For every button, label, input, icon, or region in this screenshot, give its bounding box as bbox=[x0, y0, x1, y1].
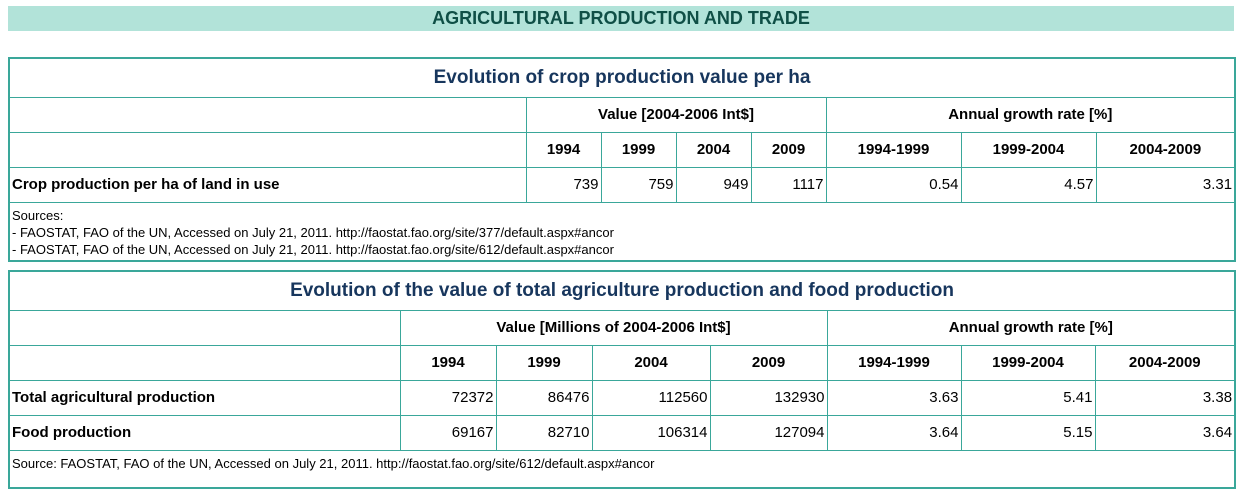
value-cell: 132930 bbox=[709, 379, 828, 416]
agri-production-panel: Evolution of the value of total agricult… bbox=[8, 270, 1236, 489]
row-label: Food production bbox=[10, 414, 401, 451]
crop-value-group-header: Value [2004-2006 Int$] bbox=[525, 96, 827, 133]
source-line: - FAOSTAT, FAO of the UN, Accessed on Ju… bbox=[12, 224, 614, 240]
value-cell: 72372 bbox=[399, 379, 497, 416]
growth-cell: 3.31 bbox=[1095, 166, 1235, 203]
crop-production-panel: Evolution of crop production value per h… bbox=[8, 57, 1236, 262]
sources-heading: Sources: bbox=[12, 207, 64, 223]
growth-cell: 5.15 bbox=[960, 414, 1096, 451]
value-cell: 69167 bbox=[399, 414, 497, 451]
crop-period-header: 1994-1999 bbox=[825, 131, 962, 168]
agri-value-group-header: Value [Millions of 2004-2006 Int$] bbox=[399, 309, 828, 346]
row-label: Total agricultural production bbox=[10, 379, 401, 416]
growth-cell: 3.64 bbox=[1094, 414, 1235, 451]
growth-cell: 3.63 bbox=[826, 379, 962, 416]
growth-cell: 5.41 bbox=[960, 379, 1096, 416]
agri-source: Source: FAOSTAT, FAO of the UN, Accessed… bbox=[10, 449, 1235, 487]
agri-subheader-blank bbox=[10, 344, 401, 381]
agri-year-header: 1994 bbox=[399, 344, 497, 381]
crop-sources: Sources: - FAOSTAT, FAO of the UN, Acces… bbox=[10, 201, 1235, 260]
agri-year-header: 2009 bbox=[709, 344, 828, 381]
crop-table-title: Evolution of crop production value per h… bbox=[10, 59, 1235, 98]
agri-period-header: 2004-2009 bbox=[1094, 344, 1235, 381]
table-row: Total agricultural production 72372 8647… bbox=[10, 379, 1235, 416]
row-label: Crop production per ha of land in use bbox=[10, 166, 527, 203]
agri-period-header: 1994-1999 bbox=[826, 344, 962, 381]
value-cell: 739 bbox=[525, 166, 602, 203]
agri-period-header: 1999-2004 bbox=[960, 344, 1096, 381]
agri-year-header: 2004 bbox=[591, 344, 711, 381]
crop-year-header: 2004 bbox=[675, 131, 752, 168]
agri-table-title: Evolution of the value of total agricult… bbox=[10, 272, 1235, 311]
growth-cell: 3.38 bbox=[1094, 379, 1235, 416]
source-line: - FAOSTAT, FAO of the UN, Accessed on Ju… bbox=[12, 241, 614, 257]
agri-production-table: Evolution of the value of total agricult… bbox=[10, 272, 1235, 487]
value-cell: 949 bbox=[675, 166, 752, 203]
crop-year-header: 2009 bbox=[750, 131, 827, 168]
value-cell: 1117 bbox=[750, 166, 827, 203]
crop-header-blank bbox=[10, 96, 527, 133]
value-cell: 127094 bbox=[709, 414, 828, 451]
value-cell: 112560 bbox=[591, 379, 711, 416]
agri-growth-group-header: Annual growth rate [%] bbox=[826, 309, 1235, 346]
table-row: Crop production per ha of land in use 73… bbox=[10, 166, 1235, 203]
agri-year-header: 1999 bbox=[495, 344, 593, 381]
crop-growth-group-header: Annual growth rate [%] bbox=[825, 96, 1235, 133]
growth-cell: 4.57 bbox=[960, 166, 1097, 203]
value-cell: 106314 bbox=[591, 414, 711, 451]
page-title: AGRICULTURAL PRODUCTION AND TRADE bbox=[8, 6, 1234, 31]
agri-header-blank bbox=[10, 309, 401, 346]
growth-cell: 3.64 bbox=[826, 414, 962, 451]
crop-production-table: Evolution of crop production value per h… bbox=[10, 59, 1235, 260]
crop-period-header: 2004-2009 bbox=[1095, 131, 1235, 168]
value-cell: 86476 bbox=[495, 379, 593, 416]
crop-subheader-blank bbox=[10, 131, 527, 168]
value-cell: 759 bbox=[600, 166, 677, 203]
crop-period-header: 1999-2004 bbox=[960, 131, 1097, 168]
table-row: Food production 69167 82710 106314 12709… bbox=[10, 414, 1235, 451]
crop-year-header: 1994 bbox=[525, 131, 602, 168]
value-cell: 82710 bbox=[495, 414, 593, 451]
growth-cell: 0.54 bbox=[825, 166, 962, 203]
crop-year-header: 1999 bbox=[600, 131, 677, 168]
